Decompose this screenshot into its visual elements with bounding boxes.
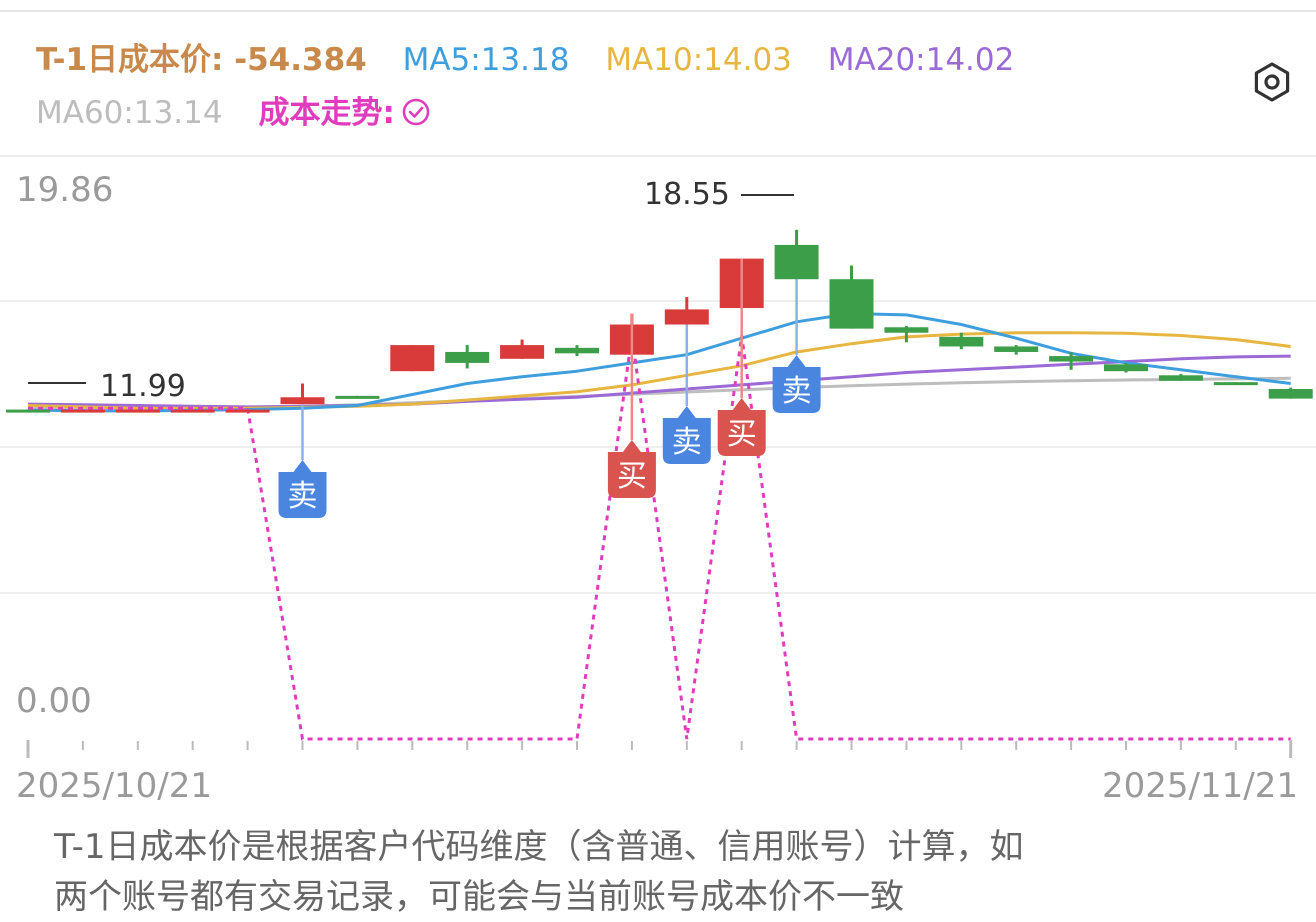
cost-price-label: T-1日成本价: -54.384 [36,42,367,78]
sell-marker: 卖 [772,279,821,413]
candle-body [170,409,215,413]
candle-body [225,409,270,413]
candle-7 [390,345,435,372]
marker-label: 卖 [288,479,318,514]
min-value-annotation: 11.99 [100,369,186,404]
candle-body [1213,382,1258,386]
candle-body [994,346,1039,352]
candle-body [1158,375,1203,381]
candle-14 [774,229,819,280]
candle-body [774,244,819,280]
candle-16 [884,325,929,343]
buy-marker: 买 [607,313,656,498]
candle-10 [555,345,599,357]
candle-body [1049,356,1094,362]
candle-8 [445,345,490,369]
candle-15 [829,265,874,329]
candle-0 [6,409,50,413]
marker-tag [772,355,821,413]
candle-21 [1158,373,1203,381]
y-axis-min-label: 0.00 [16,681,92,721]
ma10-label: MA10:14.03 [605,42,792,78]
candle-body [884,327,929,333]
legend-row-2: MA60:13.14 成本走势: [36,87,457,132]
buy-marker: 买 [717,258,766,456]
candle-body [1104,364,1148,372]
header-divider [0,155,1316,157]
grid-lines [0,300,1316,594]
disclaimer-line-1: T-1日成本价是根据客户代码维度（含普通、信用账号）计算，如 [54,827,1024,867]
cost-trend-toggle[interactable]: 成本走势: [258,95,430,131]
marker-label: 卖 [672,425,702,460]
candle-body [280,397,325,405]
series-line-cost-trend [28,335,1291,741]
top-divider [0,10,1316,12]
candle-body [390,345,435,372]
trade-markers: 卖买卖 买卖 [278,258,821,518]
series-line-ma10 [27,331,1291,410]
candle-20 [1104,362,1148,373]
max-value-annotation: 18.55 [644,177,730,212]
candle-4 [225,409,270,413]
candle-body [939,336,984,347]
candle-body [335,395,380,399]
candle-5 [280,383,325,405]
candle-body [115,409,160,413]
candle-18 [994,345,1039,355]
candle-3 [170,409,215,413]
x-axis-end-label: 2025/11/21 [1102,766,1298,806]
marker-tag [717,398,766,456]
marker-label: 卖 [782,374,812,409]
check-circle-icon[interactable] [401,97,431,127]
sell-marker: 卖 [662,324,711,464]
disclaimer-note: T-1日成本价是根据客户代码维度（含普通、信用账号）计算，如 两个账号都有交易记… [54,822,1284,922]
candle-body [555,347,599,354]
x-axis [26,740,1293,758]
candle-body [60,409,105,413]
candle-17 [939,332,984,350]
candle-19 [1049,351,1094,370]
ma60-label: MA60:13.14 [36,95,223,131]
cost-trend-label: 成本走势: [258,95,395,131]
candlestick-chart[interactable]: 卖买卖 买卖 19.86 0.00 18.55 11.99 2025/10/21 … [0,0,1316,820]
candle-body [445,351,490,363]
candle-6 [335,395,380,399]
candles [6,229,1313,413]
cost-trend-line [28,335,1291,741]
candle-1 [60,409,105,413]
y-axis-max-label: 19.86 [16,170,113,210]
candle-body [500,345,545,359]
candle-body [829,279,874,329]
disclaimer-line-2: 两个账号都有交易记录，可能会与当前账号成本价不一致 [54,877,904,917]
candle-2 [115,409,160,413]
candle-23 [1268,387,1313,399]
candle-9 [500,339,545,359]
settings-icon[interactable] [1252,62,1292,102]
ma5-label: MA5:13.18 [402,42,570,78]
marker-label: 买 [727,417,757,452]
marker-label: 买 [617,459,647,494]
x-axis-start-label: 2025/10/21 [16,766,212,806]
sell-marker: 卖 [278,404,327,518]
legend-row-1: T-1日成本价: -54.384 MA5:13.18 MA10:14.03 MA… [36,34,1040,79]
candle-body [664,309,709,325]
series-line-ma60 [28,376,1291,410]
candle-22 [1213,382,1258,386]
candle-body [6,409,50,413]
ma20-label: MA20:14.02 [827,42,1015,78]
candle-body [1268,389,1313,399]
candle-12 [664,297,709,325]
marker-tag [662,406,711,464]
marker-tag [607,440,656,498]
moving-average-lines [27,312,1291,413]
marker-tag [278,460,327,518]
